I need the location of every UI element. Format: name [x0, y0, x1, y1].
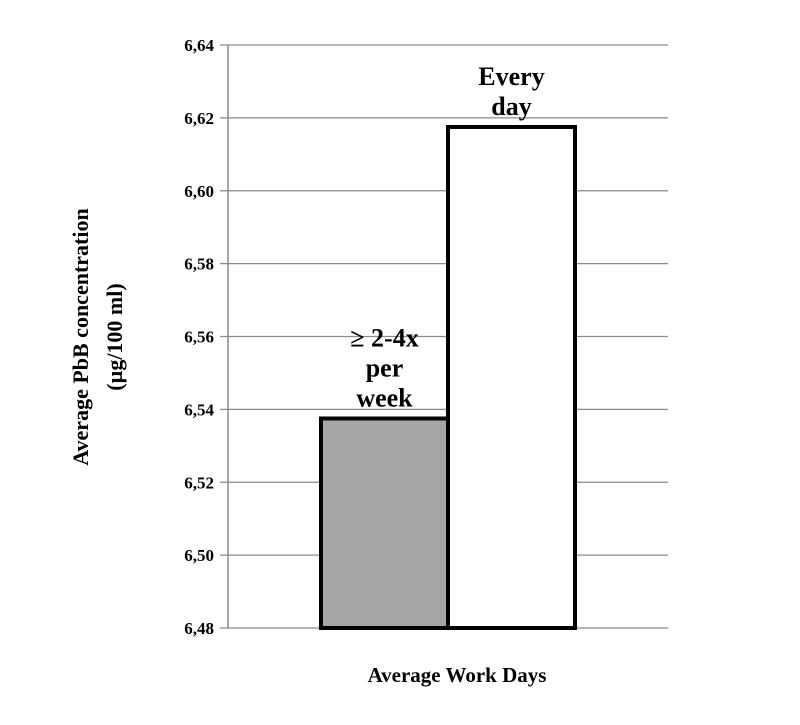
- y-tick-label: 6,48: [184, 619, 214, 638]
- bar-2: [446, 124, 577, 630]
- bar-labels: ≥ 2-4x per week Every day: [350, 62, 544, 413]
- bar-label-2: Every day: [478, 62, 544, 121]
- y-tick-label: 6,50: [184, 546, 214, 565]
- y-tick-label: 6,54: [184, 400, 214, 419]
- x-axis-title: Average Work Days: [368, 663, 547, 687]
- bars: [319, 124, 577, 630]
- y-tick-label: 6,60: [184, 182, 214, 201]
- y-tick-label: 6,58: [184, 255, 214, 274]
- y-tick-label: 6,52: [184, 473, 214, 492]
- y-axis-title: Average PbB concentration (µg/100 ml): [68, 208, 127, 465]
- y-tick-label: 6,62: [184, 109, 214, 128]
- gridlines: [220, 44, 668, 629]
- y-tick-label: 6,56: [184, 328, 214, 347]
- y-tick-label: 6,64: [184, 36, 214, 55]
- bar-label-1: ≥ 2-4x per week: [350, 323, 418, 412]
- y-axis-ticks: 6,48 6,50 6,52 6,54 6,56 6,58 6,60 6,62 6,64: [184, 36, 214, 638]
- bar-1: [319, 416, 450, 630]
